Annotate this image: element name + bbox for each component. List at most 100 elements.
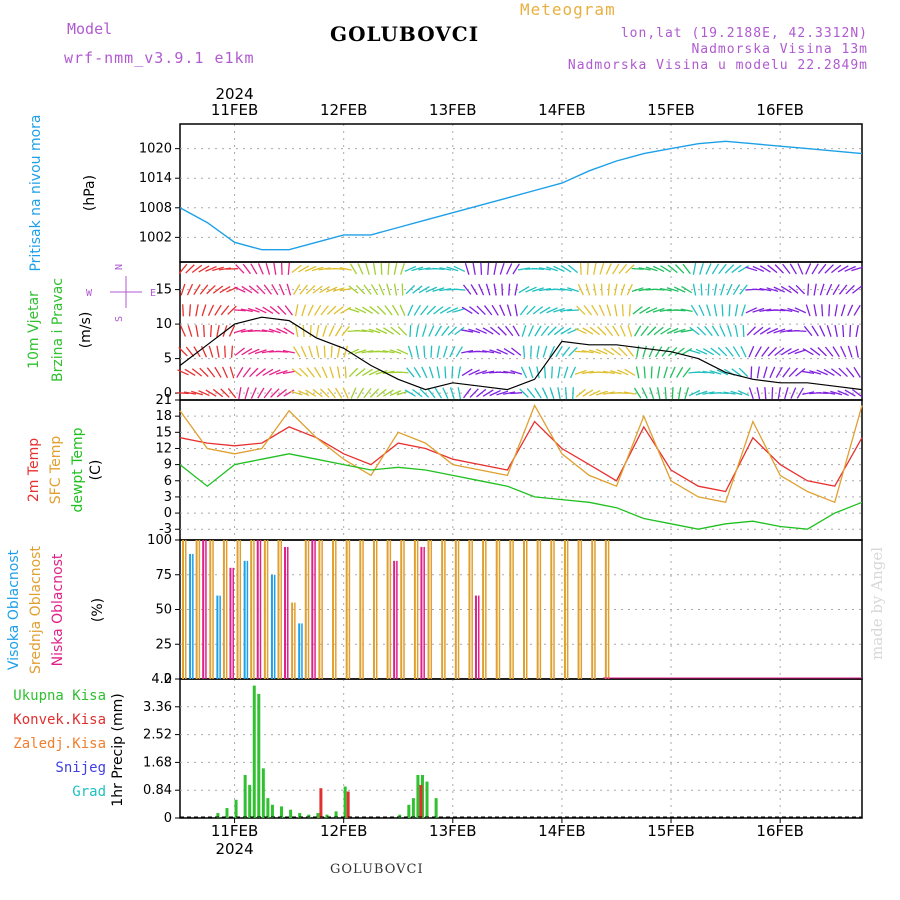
- wind-arrow: [720, 283, 725, 296]
- compass-s: S: [114, 316, 125, 322]
- wind-arrow: [433, 306, 444, 315]
- wind-arrow: [660, 265, 672, 273]
- cloud-bar: [195, 540, 198, 679]
- wind-arrow: [563, 366, 569, 379]
- wind-arrow: [475, 350, 488, 353]
- wind-arrow: [684, 387, 690, 400]
- precip-legend-3: Snijeg: [55, 760, 106, 776]
- wind-arrow: [767, 264, 778, 274]
- wind-arrow: [726, 283, 733, 296]
- wind-arrow: [391, 304, 400, 316]
- wind-arrow: [212, 266, 224, 272]
- wind-arrow: [526, 305, 536, 316]
- y-tick-label: 100: [147, 533, 172, 548]
- model-label: Model: [67, 20, 113, 38]
- cloud-bar: [457, 540, 460, 679]
- wind-arrow: [375, 350, 388, 353]
- wind-arrow: [503, 348, 515, 356]
- wind-arrow: [457, 366, 462, 379]
- wind-arrow: [206, 284, 216, 295]
- wind-arrow: [634, 325, 642, 337]
- wind-arrow: [240, 308, 253, 313]
- wind-arrow: [809, 347, 821, 356]
- y-tick-label: 21: [155, 393, 172, 408]
- cloud-legend-high: Visoka Oblacnost: [6, 549, 22, 670]
- cloud-bar: [403, 540, 405, 679]
- wind-arrow: [618, 347, 628, 357]
- precip-bar: [411, 798, 415, 818]
- wind-arrow: [205, 265, 217, 272]
- wind-arrow: [593, 283, 597, 296]
- wind-arrow: [283, 327, 295, 335]
- lonlat-label: lon,lat (19.2188E, 42.3312N): [620, 26, 868, 41]
- cloud-bar: [468, 540, 471, 679]
- wind-arrow: [482, 389, 494, 397]
- cloud-bar: [512, 540, 514, 679]
- precip-bar: [319, 788, 323, 818]
- wind-arrow: [639, 306, 651, 314]
- wind-arrow: [681, 285, 693, 294]
- wind-arrow: [455, 346, 464, 358]
- cloud-bar: [393, 560, 396, 679]
- precip-legend-1: Konvek.Kisa: [13, 712, 106, 728]
- cloud-bar: [236, 540, 239, 679]
- cloud-bar: [427, 540, 430, 679]
- wind-arrow: [553, 326, 565, 336]
- wind-arrow: [227, 387, 237, 399]
- wind-arrow: [645, 266, 658, 272]
- wind-arrow: [802, 370, 815, 374]
- wind-arrow: [811, 263, 819, 275]
- wind-arrow: [681, 348, 693, 356]
- precip-bar: [243, 774, 247, 818]
- wind-arrow: [228, 325, 236, 337]
- wind-arrow: [446, 307, 459, 314]
- wind-arrow: [731, 264, 742, 274]
- wind-arrow: [606, 304, 612, 317]
- wind-arrow: [386, 283, 391, 296]
- wind-arrow: [638, 287, 651, 292]
- wind-arrow: [802, 391, 815, 395]
- wind-arrow: [625, 264, 635, 274]
- wind-arrow: [652, 288, 665, 291]
- y-tick-label: 0: [164, 386, 172, 401]
- wind-arrow: [365, 262, 370, 275]
- cloud-bar: [348, 540, 351, 679]
- wind-arrow: [375, 369, 388, 375]
- wind-arrow: [504, 325, 514, 337]
- precip-legend-4: Grad: [72, 784, 106, 800]
- wind-arrow: [348, 367, 359, 378]
- cloud-bar: [498, 540, 501, 679]
- wind-arrow: [855, 345, 859, 358]
- wind-arrow: [667, 264, 678, 274]
- wind-arrow: [583, 305, 593, 316]
- wind-arrow: [627, 325, 633, 337]
- wind-arrow: [536, 366, 540, 379]
- wind-arrow: [389, 390, 402, 397]
- wind-arrow: [195, 324, 199, 338]
- wind-arrow: [339, 267, 352, 271]
- wind-arrow: [586, 262, 589, 275]
- wind-arrow: [269, 306, 280, 315]
- wind-arrow: [291, 264, 302, 274]
- pressure-line: [179, 140, 863, 251]
- wind-arrow: [612, 325, 620, 337]
- wind-arrow: [763, 366, 768, 379]
- wind-arrow: [828, 304, 831, 317]
- wind-arrow: [263, 387, 273, 399]
- wind-arrow: [221, 366, 229, 379]
- wind-arrow: [273, 262, 277, 275]
- wind-arrow: [468, 369, 480, 376]
- cloud-bar: [212, 540, 214, 679]
- wind-arrow: [235, 264, 245, 274]
- wind-arrow: [548, 345, 556, 358]
- wind-arrow: [271, 284, 279, 296]
- wind-arrow: [276, 327, 288, 335]
- wind-arrow: [832, 284, 840, 296]
- wind-arrow: [321, 366, 328, 379]
- cloud-bar: [198, 540, 201, 679]
- wind-arrow: [797, 263, 804, 275]
- wind-arrow: [436, 366, 441, 379]
- wind-arrow: [242, 263, 251, 275]
- cloud-bar: [420, 546, 423, 679]
- wind-arrow: [300, 345, 307, 358]
